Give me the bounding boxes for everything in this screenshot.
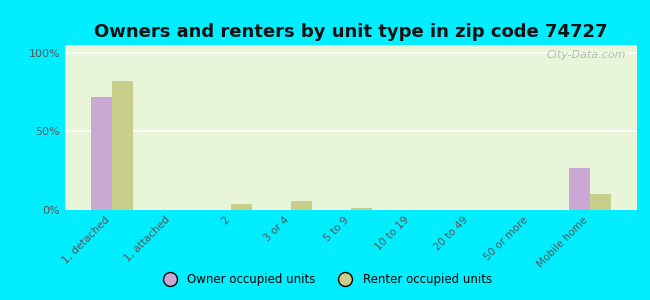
Bar [351, 208, 372, 210]
Bar [291, 201, 312, 210]
Bar [569, 168, 590, 210]
Text: City-Data.com: City-Data.com [546, 50, 625, 60]
Bar [590, 194, 611, 210]
Legend: Owner occupied units, Renter occupied units: Owner occupied units, Renter occupied un… [153, 269, 497, 291]
Title: Owners and renters by unit type in zip code 74727: Owners and renters by unit type in zip c… [94, 23, 608, 41]
Bar [91, 97, 112, 210]
Bar [112, 81, 133, 210]
Bar [231, 204, 252, 210]
